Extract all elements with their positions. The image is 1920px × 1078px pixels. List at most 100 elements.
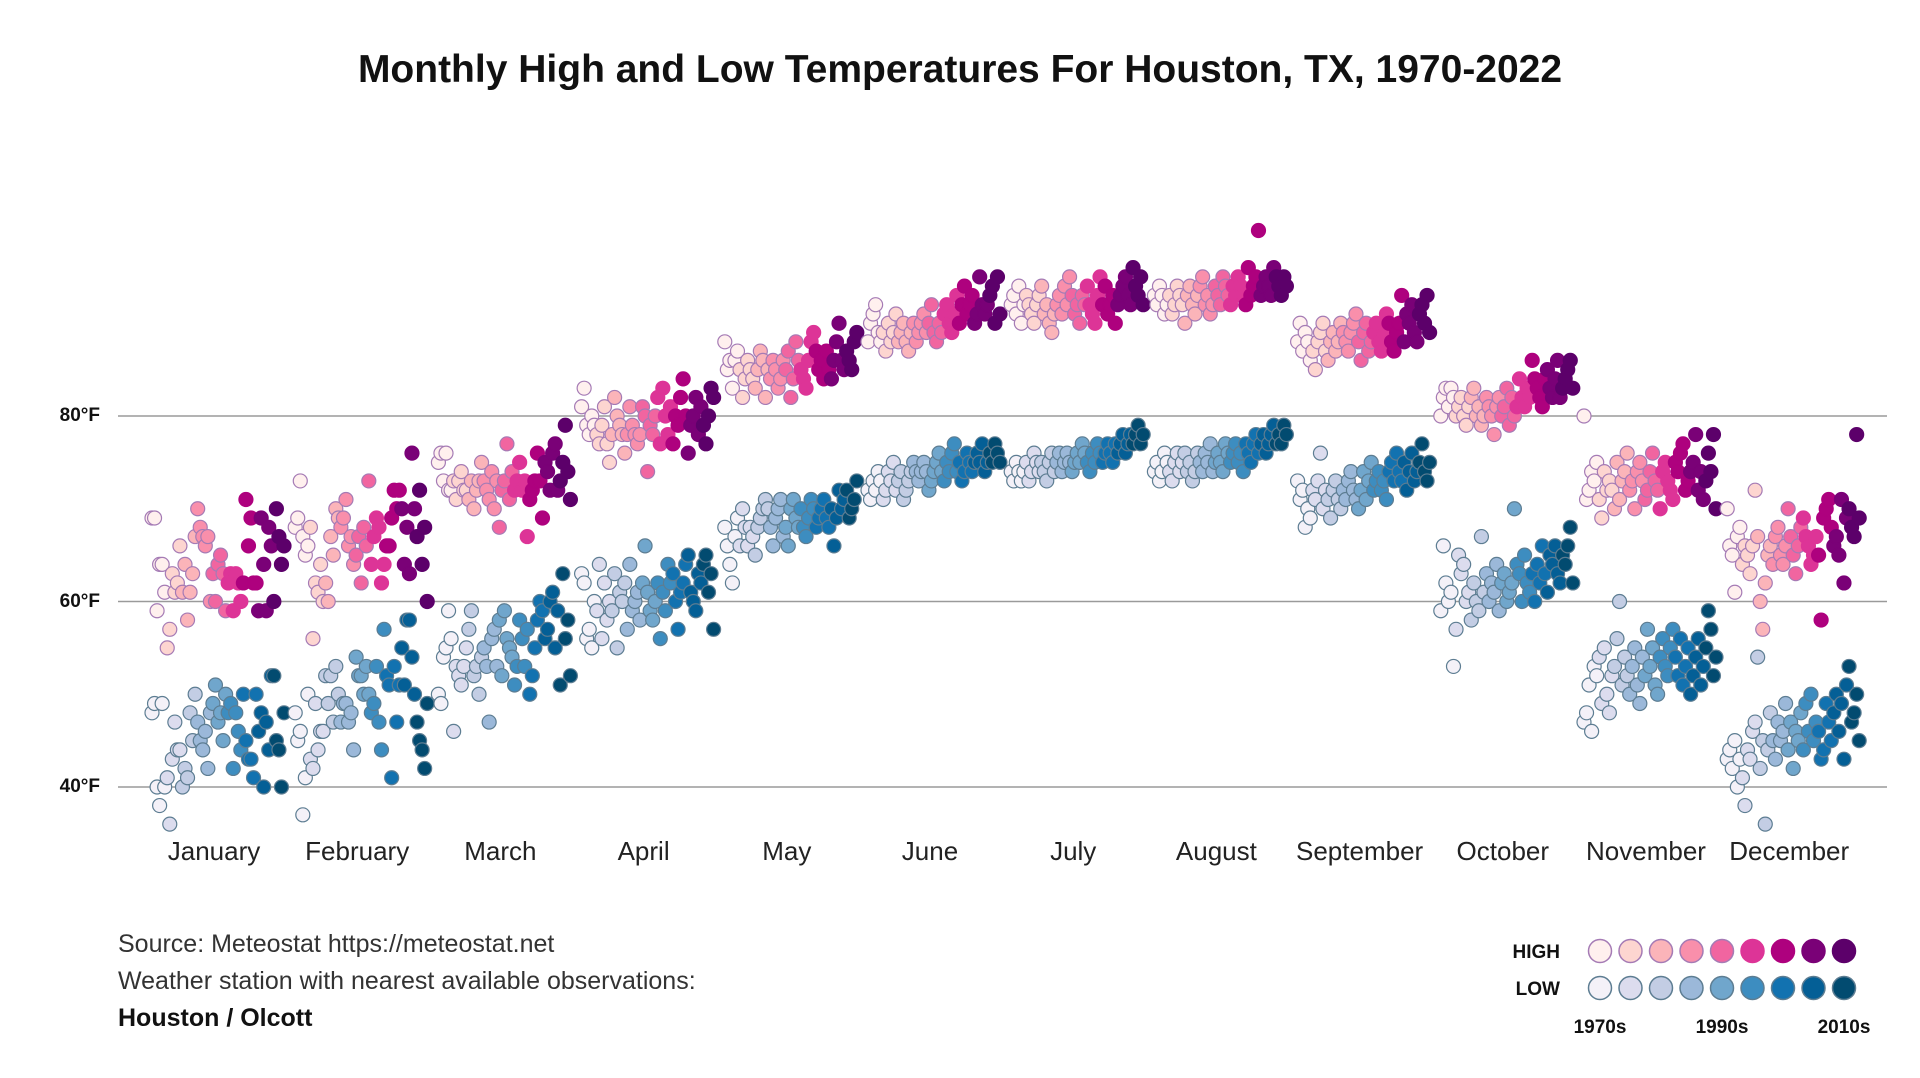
low-point <box>1851 733 1867 749</box>
high-point <box>557 417 573 433</box>
high-point <box>700 408 717 424</box>
low-point <box>584 640 600 656</box>
high-point <box>562 491 579 508</box>
low-point <box>506 677 523 693</box>
low-point <box>348 649 364 665</box>
high-point <box>391 482 407 498</box>
legend-high-swatch <box>1587 938 1613 964</box>
low-point <box>1471 603 1487 619</box>
low-point <box>1322 510 1339 526</box>
low-point <box>366 695 382 712</box>
high-point <box>1849 426 1865 443</box>
month-label: May <box>762 836 811 866</box>
high-point <box>381 538 397 554</box>
high-point <box>1755 621 1771 637</box>
month-label: December <box>1729 836 1849 866</box>
high-point <box>655 380 671 396</box>
low-point <box>404 649 420 665</box>
high-point <box>512 454 528 470</box>
high-point <box>1611 491 1628 508</box>
high-point <box>1808 528 1824 545</box>
month-label: June <box>902 836 958 866</box>
low-point <box>1448 621 1464 637</box>
legend-high-label: HIGH <box>1513 942 1561 963</box>
low-point <box>946 436 962 452</box>
low-point <box>417 760 433 777</box>
high-point <box>828 334 845 350</box>
legend-decade-label: 1970s <box>1574 1017 1627 1038</box>
high-point <box>1703 464 1719 480</box>
chart-title: Monthly High and Low Temperatures For Ho… <box>358 48 1562 91</box>
low-point <box>266 668 282 684</box>
high-point <box>1632 454 1648 470</box>
high-point <box>318 575 334 591</box>
high-point <box>1133 269 1149 285</box>
high-point <box>1695 491 1711 508</box>
low-point <box>343 705 359 721</box>
low-point <box>992 454 1008 470</box>
high-point <box>1586 473 1602 489</box>
high-point <box>757 389 774 406</box>
low-point <box>1378 491 1395 508</box>
low-point <box>826 538 842 554</box>
high-point <box>972 269 988 285</box>
low-point <box>522 686 538 702</box>
low-point <box>550 603 566 619</box>
high-point <box>1705 426 1722 443</box>
high-point <box>1562 352 1578 368</box>
high-point <box>438 445 454 461</box>
high-point <box>539 464 556 480</box>
low-point <box>562 668 579 684</box>
y-tick-label: 60°F <box>60 591 100 612</box>
high-point <box>1195 269 1211 285</box>
low-point <box>1833 695 1850 712</box>
low-point <box>645 612 661 628</box>
low-point <box>419 695 435 712</box>
low-point <box>307 695 324 712</box>
low-point <box>747 547 763 563</box>
high-point <box>1831 547 1847 563</box>
high-point <box>675 371 691 387</box>
high-point <box>1466 380 1482 396</box>
low-point <box>1639 621 1656 637</box>
low-point <box>287 705 303 721</box>
high-point <box>783 389 799 406</box>
high-point <box>190 501 206 517</box>
high-point <box>411 482 428 498</box>
low-point <box>680 547 696 563</box>
high-point <box>248 575 264 591</box>
low-point <box>207 677 224 693</box>
month-label: March <box>464 836 536 866</box>
low-point <box>1747 714 1763 730</box>
low-point <box>1606 658 1623 675</box>
high-point <box>200 528 216 545</box>
low-point <box>215 733 231 749</box>
low-point <box>1552 575 1568 591</box>
low-point <box>368 658 385 675</box>
low-point <box>1445 658 1462 675</box>
high-point <box>256 556 272 573</box>
high-point <box>1688 426 1704 443</box>
low-point <box>1849 686 1865 702</box>
low-point <box>1703 621 1719 637</box>
low-point <box>1742 751 1758 767</box>
low-point <box>539 621 556 637</box>
low-point <box>519 621 535 637</box>
low-point <box>552 677 568 693</box>
high-point <box>576 380 592 396</box>
low-point <box>310 742 326 758</box>
high-point <box>1828 528 1844 545</box>
low-point <box>1838 677 1855 693</box>
low-point <box>1578 705 1595 721</box>
high-point <box>680 445 696 461</box>
low-point <box>1565 575 1581 591</box>
low-point <box>1803 686 1819 702</box>
legend-high-swatch <box>1618 938 1643 964</box>
high-point <box>1836 575 1852 591</box>
high-point <box>1034 278 1050 294</box>
high-point <box>325 547 341 563</box>
high-point <box>268 501 284 517</box>
low-point <box>167 714 183 730</box>
low-point <box>1343 464 1359 480</box>
low-point <box>1734 770 1751 786</box>
